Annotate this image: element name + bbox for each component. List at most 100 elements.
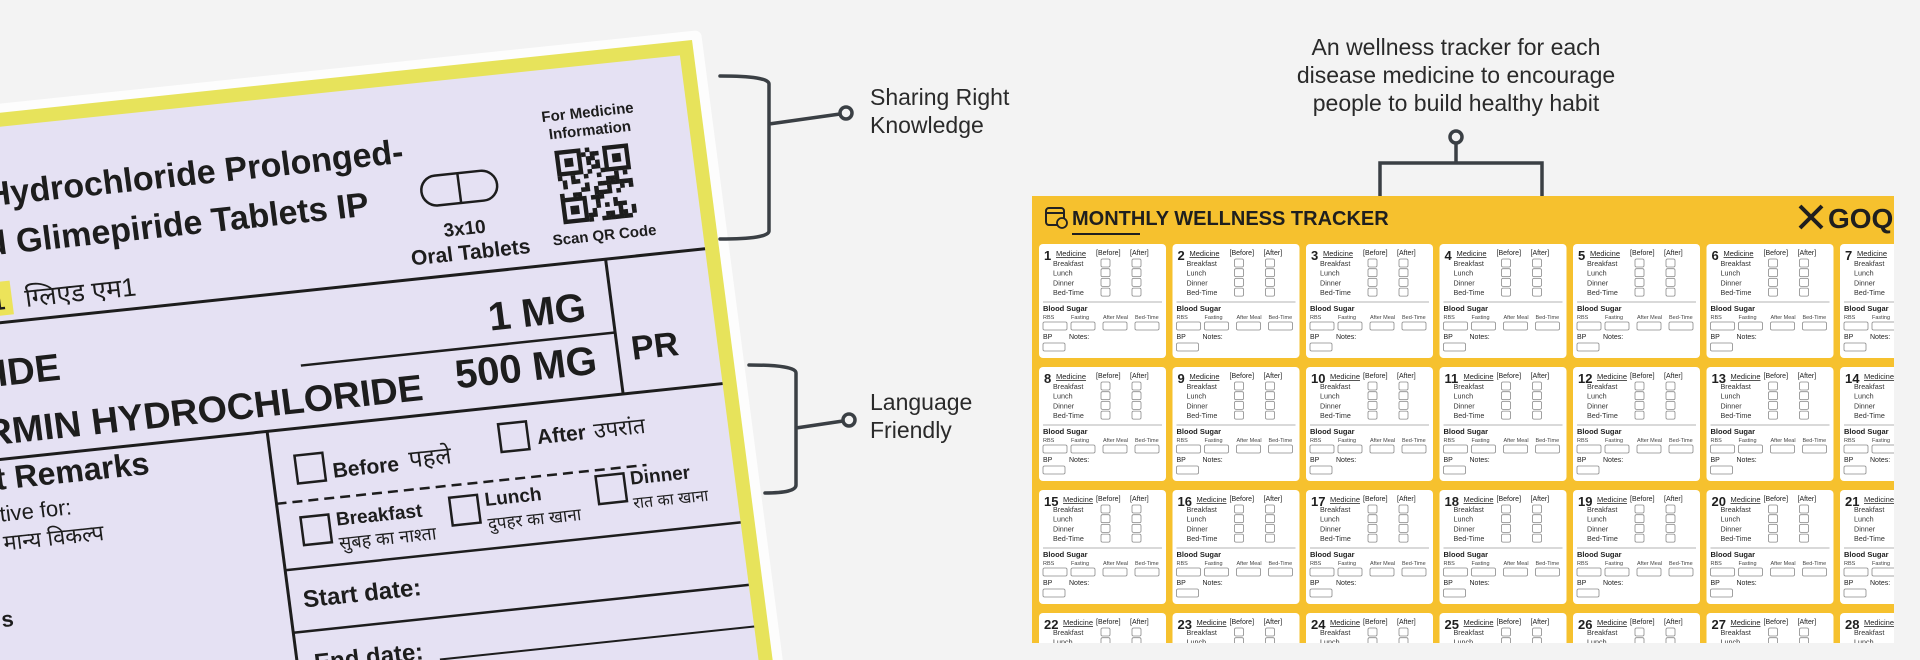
checkbox xyxy=(1131,410,1142,420)
sugar-label: RBS xyxy=(1310,561,1322,567)
day-number: 11 xyxy=(1445,371,1459,386)
sugar-label: Fasting xyxy=(1739,438,1757,444)
cell-card xyxy=(1439,490,1567,604)
calendar-icon xyxy=(1045,207,1065,226)
sugar-label: Bed-Time xyxy=(1803,561,1827,567)
meal-label: Bed-Time xyxy=(1320,288,1351,297)
checkbox xyxy=(1532,401,1542,410)
qr-module xyxy=(622,200,628,206)
input-box xyxy=(1843,465,1867,475)
cell-label: Notes: xyxy=(1203,457,1223,464)
cell-label: [After] xyxy=(1531,250,1550,257)
checkbox xyxy=(1634,524,1645,533)
qr-module xyxy=(615,214,621,220)
input-box xyxy=(1576,465,1600,475)
sugar-label: RBS xyxy=(1177,561,1189,567)
divider xyxy=(0,247,706,350)
cell-label: BP xyxy=(1844,334,1854,341)
input-box xyxy=(1738,321,1763,331)
input-box xyxy=(1176,588,1199,598)
qr-module xyxy=(580,187,587,193)
day-cell: 24Medicine[Before][After]BreakfastLunchD… xyxy=(1306,613,1433,643)
meal-label: Dinner xyxy=(1854,524,1876,533)
day-cell: 9 Medicine [Before] [After] BreakfastLunchDi… xyxy=(1172,367,1300,481)
checkbox xyxy=(1100,381,1111,391)
qr-module xyxy=(585,155,591,161)
sugar-label: Bed-Time xyxy=(1269,561,1293,567)
meal-label: Breakfast xyxy=(1053,259,1083,268)
meal-label: Lunch xyxy=(1320,392,1340,401)
cell-label: Medicine xyxy=(1056,372,1086,381)
cell-label: Medicine xyxy=(1731,618,1761,627)
input-box xyxy=(1843,567,1869,577)
meal-label: Lunch xyxy=(1721,638,1741,647)
checkbox xyxy=(1100,287,1111,297)
cell-label: [Before] xyxy=(1230,250,1255,257)
checkbox xyxy=(1799,278,1809,287)
checkbox xyxy=(1501,533,1511,543)
cell-label: [Before] xyxy=(1497,619,1522,626)
sugar-label: RBS xyxy=(1577,561,1589,567)
cell-label: [Before] xyxy=(1363,496,1388,503)
input-box xyxy=(1236,444,1261,454)
cell-label: Medicine xyxy=(1330,618,1360,627)
cell-label: [After] xyxy=(1798,250,1817,257)
meal-label: Lunch xyxy=(1187,638,1207,647)
checkbox xyxy=(1131,381,1142,391)
divider xyxy=(604,259,625,395)
cell-card xyxy=(1439,244,1567,358)
checkbox xyxy=(1265,524,1275,533)
sugar-label: Bed-Time xyxy=(1269,315,1293,321)
meal-label: Breakfast xyxy=(1587,628,1617,637)
sugar-label: Bed-Time xyxy=(1402,315,1426,321)
input-box xyxy=(1871,444,1894,454)
checkbox xyxy=(1100,258,1111,268)
checkbox xyxy=(1367,514,1378,524)
qr-module xyxy=(619,182,625,188)
cell-label: Notes: xyxy=(1737,457,1757,464)
meal-label: Dinner xyxy=(1721,524,1743,533)
drug-name: RIDE xyxy=(0,347,63,398)
checkbox xyxy=(1799,287,1809,297)
day-cell: 22Medicine[Before][After]BreakfastLunchD… xyxy=(1039,613,1166,643)
cell-label: [After] xyxy=(1664,619,1683,626)
qr-module xyxy=(610,175,616,181)
checkbox xyxy=(1398,637,1409,643)
cell-label: [Before] xyxy=(1764,250,1789,257)
input-box xyxy=(1070,444,1096,454)
input-box xyxy=(1176,321,1201,331)
input-box xyxy=(1443,567,1468,577)
qr-module xyxy=(591,164,597,170)
checkbox xyxy=(1100,278,1111,287)
cell-label: [Before] xyxy=(1630,373,1655,380)
cell-label: Blood Sugar xyxy=(1844,304,1889,313)
checkbox xyxy=(1768,514,1778,524)
cell-label: Blood Sugar xyxy=(1043,427,1088,436)
meal-label: Lunch xyxy=(1454,515,1474,524)
checkbox xyxy=(1367,410,1378,420)
cell-label: BP xyxy=(1444,580,1454,587)
input-box xyxy=(1503,444,1528,454)
qr-module xyxy=(612,196,619,202)
qr-module xyxy=(586,160,592,166)
cell-label: Notes: xyxy=(1603,334,1623,341)
cell-label: BP xyxy=(1577,580,1587,587)
checkbox xyxy=(1532,287,1542,297)
checkbox xyxy=(1265,533,1275,543)
sugar-label: RBS xyxy=(1310,438,1322,444)
checkbox xyxy=(1501,410,1511,420)
checkbox xyxy=(447,493,482,527)
cell-label: BP xyxy=(1177,580,1187,587)
dashed-divider xyxy=(276,463,647,506)
cell-label: Blood Sugar xyxy=(1577,427,1622,436)
checkbox xyxy=(1367,524,1378,533)
input-box xyxy=(1042,567,1068,577)
day-cell: 16 Medicine [Before] [After] BreakfastLunchD… xyxy=(1172,490,1300,604)
sugar-label: After Meal xyxy=(1237,561,1262,567)
sugar-label: RBS xyxy=(1711,438,1723,444)
checkbox xyxy=(496,419,531,454)
cell-label: BP xyxy=(1844,457,1854,464)
checkbox xyxy=(1131,637,1142,643)
cell-label: Blood Sugar xyxy=(1444,427,1489,436)
input-box xyxy=(1176,444,1201,454)
